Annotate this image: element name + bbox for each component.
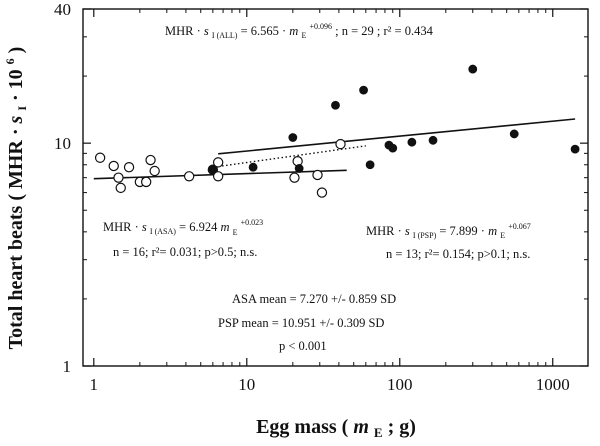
data-point-asa xyxy=(316,187,328,198)
annotation-all-fit: MHR · s I (ALL) = 6.565 · m E +0.096 ; n… xyxy=(165,18,434,41)
annotation-psp-mean: PSP mean = 10.951 +/- 0.309 SD xyxy=(218,316,384,330)
y-axis-title: Total heart beats ( MHR · s I · 10 6 ) xyxy=(0,47,31,350)
ann-psp-sub: I (PSP) xyxy=(413,231,437,240)
y-axis-title-close: ) xyxy=(5,47,27,54)
annotation-asa-stats: n = 16; r²= 0.031; p>0.5; n.s. xyxy=(113,245,257,259)
ann-all-post: ; n = 29 ; r² = 0.434 xyxy=(335,24,433,38)
ann-psp-pre: MHR · xyxy=(366,224,402,238)
ann-all-m: m xyxy=(289,24,298,38)
fit-line-all xyxy=(218,145,366,168)
axis-ticks: 1 10 100 1000 1 10 40 xyxy=(54,0,588,394)
ann-asa-pre: MHR · xyxy=(103,220,139,234)
data-point-asa xyxy=(149,165,160,177)
x-axis-title-main: Egg mass ( xyxy=(256,416,349,438)
y-axis-title-sub: I xyxy=(15,106,29,111)
data-point-psp xyxy=(407,137,417,147)
x-axis-title-sub: E xyxy=(374,425,383,440)
ann-psp-mid: = 7.899 · xyxy=(439,224,485,238)
ann-asa-m: m xyxy=(220,220,229,234)
data-point-asa xyxy=(183,171,195,182)
x-tick-label: 100 xyxy=(387,375,413,394)
data-point-asa xyxy=(212,157,224,168)
data-point-asa xyxy=(212,171,224,182)
data-point-asa xyxy=(123,162,135,173)
plot-frame xyxy=(82,8,589,367)
ann-asa-msub: E xyxy=(233,228,238,237)
y-axis-title-main: Total heart beats ( MHR · xyxy=(5,128,27,349)
data-point-psp xyxy=(468,64,478,74)
x-tick-label: 10 xyxy=(238,375,255,394)
ann-asa-sub: I (ASA) xyxy=(150,227,176,236)
ann-asa-exp: +0.023 xyxy=(241,218,264,227)
data-point-psp xyxy=(570,144,580,154)
fit-lines xyxy=(93,118,576,180)
annotation-asa-fit: MHR · s I (ASA) = 6.924 m E +0.023 xyxy=(103,218,263,238)
ann-psp-exp: +0.067 xyxy=(508,222,531,231)
ann-psp-msub: E xyxy=(500,231,505,240)
x-tick-label: 1000 xyxy=(536,375,570,394)
ann-all-sub: I (ALL) xyxy=(212,31,238,40)
ann-asa-s: s xyxy=(142,220,147,234)
data-point-psp xyxy=(248,162,258,172)
data-point-psp xyxy=(288,133,298,142)
data-point-psp xyxy=(509,129,519,139)
ann-all-mid: = 6.565 · xyxy=(241,24,287,38)
y-axis-title-var: s xyxy=(5,115,27,124)
data-point-asa xyxy=(108,160,119,172)
x-axis-title-var: m xyxy=(353,416,369,438)
ann-all-msub: E xyxy=(301,31,306,40)
data-point-asa xyxy=(140,176,152,188)
annotation-psp-fit: MHR · s I (PSP) = 7.899 · m E +0.067 xyxy=(366,222,531,241)
y-tick-label: 40 xyxy=(54,0,71,19)
data-point-psp xyxy=(359,85,368,95)
data-point-psp xyxy=(294,164,304,173)
ann-psp-m: m xyxy=(488,224,497,238)
data-point-asa xyxy=(289,172,300,183)
annotation-p-value: p < 0.001 xyxy=(279,339,327,353)
x-axis-title: Egg mass ( m E ; g) xyxy=(256,416,416,442)
fit-line-psp xyxy=(218,118,576,155)
data-point-asa xyxy=(145,154,156,166)
ann-all-s: s xyxy=(204,24,209,38)
data-point-psp xyxy=(208,165,218,175)
data-point-asa xyxy=(335,138,346,150)
y-tick-label: 1 xyxy=(63,357,72,376)
data-point-asa xyxy=(312,169,323,181)
data-point-psp xyxy=(331,100,340,110)
data-point-psp xyxy=(428,135,438,145)
y-axis-title-rest: · 10 xyxy=(5,69,27,101)
ann-psp-s: s xyxy=(405,224,410,238)
data-point-asa xyxy=(94,152,106,163)
ann-all-pre: MHR · xyxy=(165,24,201,38)
x-axis-title-rest: ; g) xyxy=(388,416,416,438)
x-tick-label: 1 xyxy=(90,375,99,394)
y-tick-label: 10 xyxy=(54,134,71,153)
data-points xyxy=(94,64,580,198)
y-axis-title-sup: 6 xyxy=(3,58,17,64)
data-point-asa xyxy=(113,172,124,183)
data-point-psp xyxy=(365,160,375,170)
ann-asa-mid: = 6.924 xyxy=(179,220,218,234)
annotation-psp-stats: n = 13; r²= 0.154; p>0.1; n.s. xyxy=(386,247,530,261)
data-point-psp xyxy=(388,143,398,153)
annotation-asa-mean: ASA mean = 7.270 +/- 0.859 SD xyxy=(232,292,396,306)
data-point-asa xyxy=(115,182,126,194)
ann-all-exp: +0.096 xyxy=(309,22,332,31)
